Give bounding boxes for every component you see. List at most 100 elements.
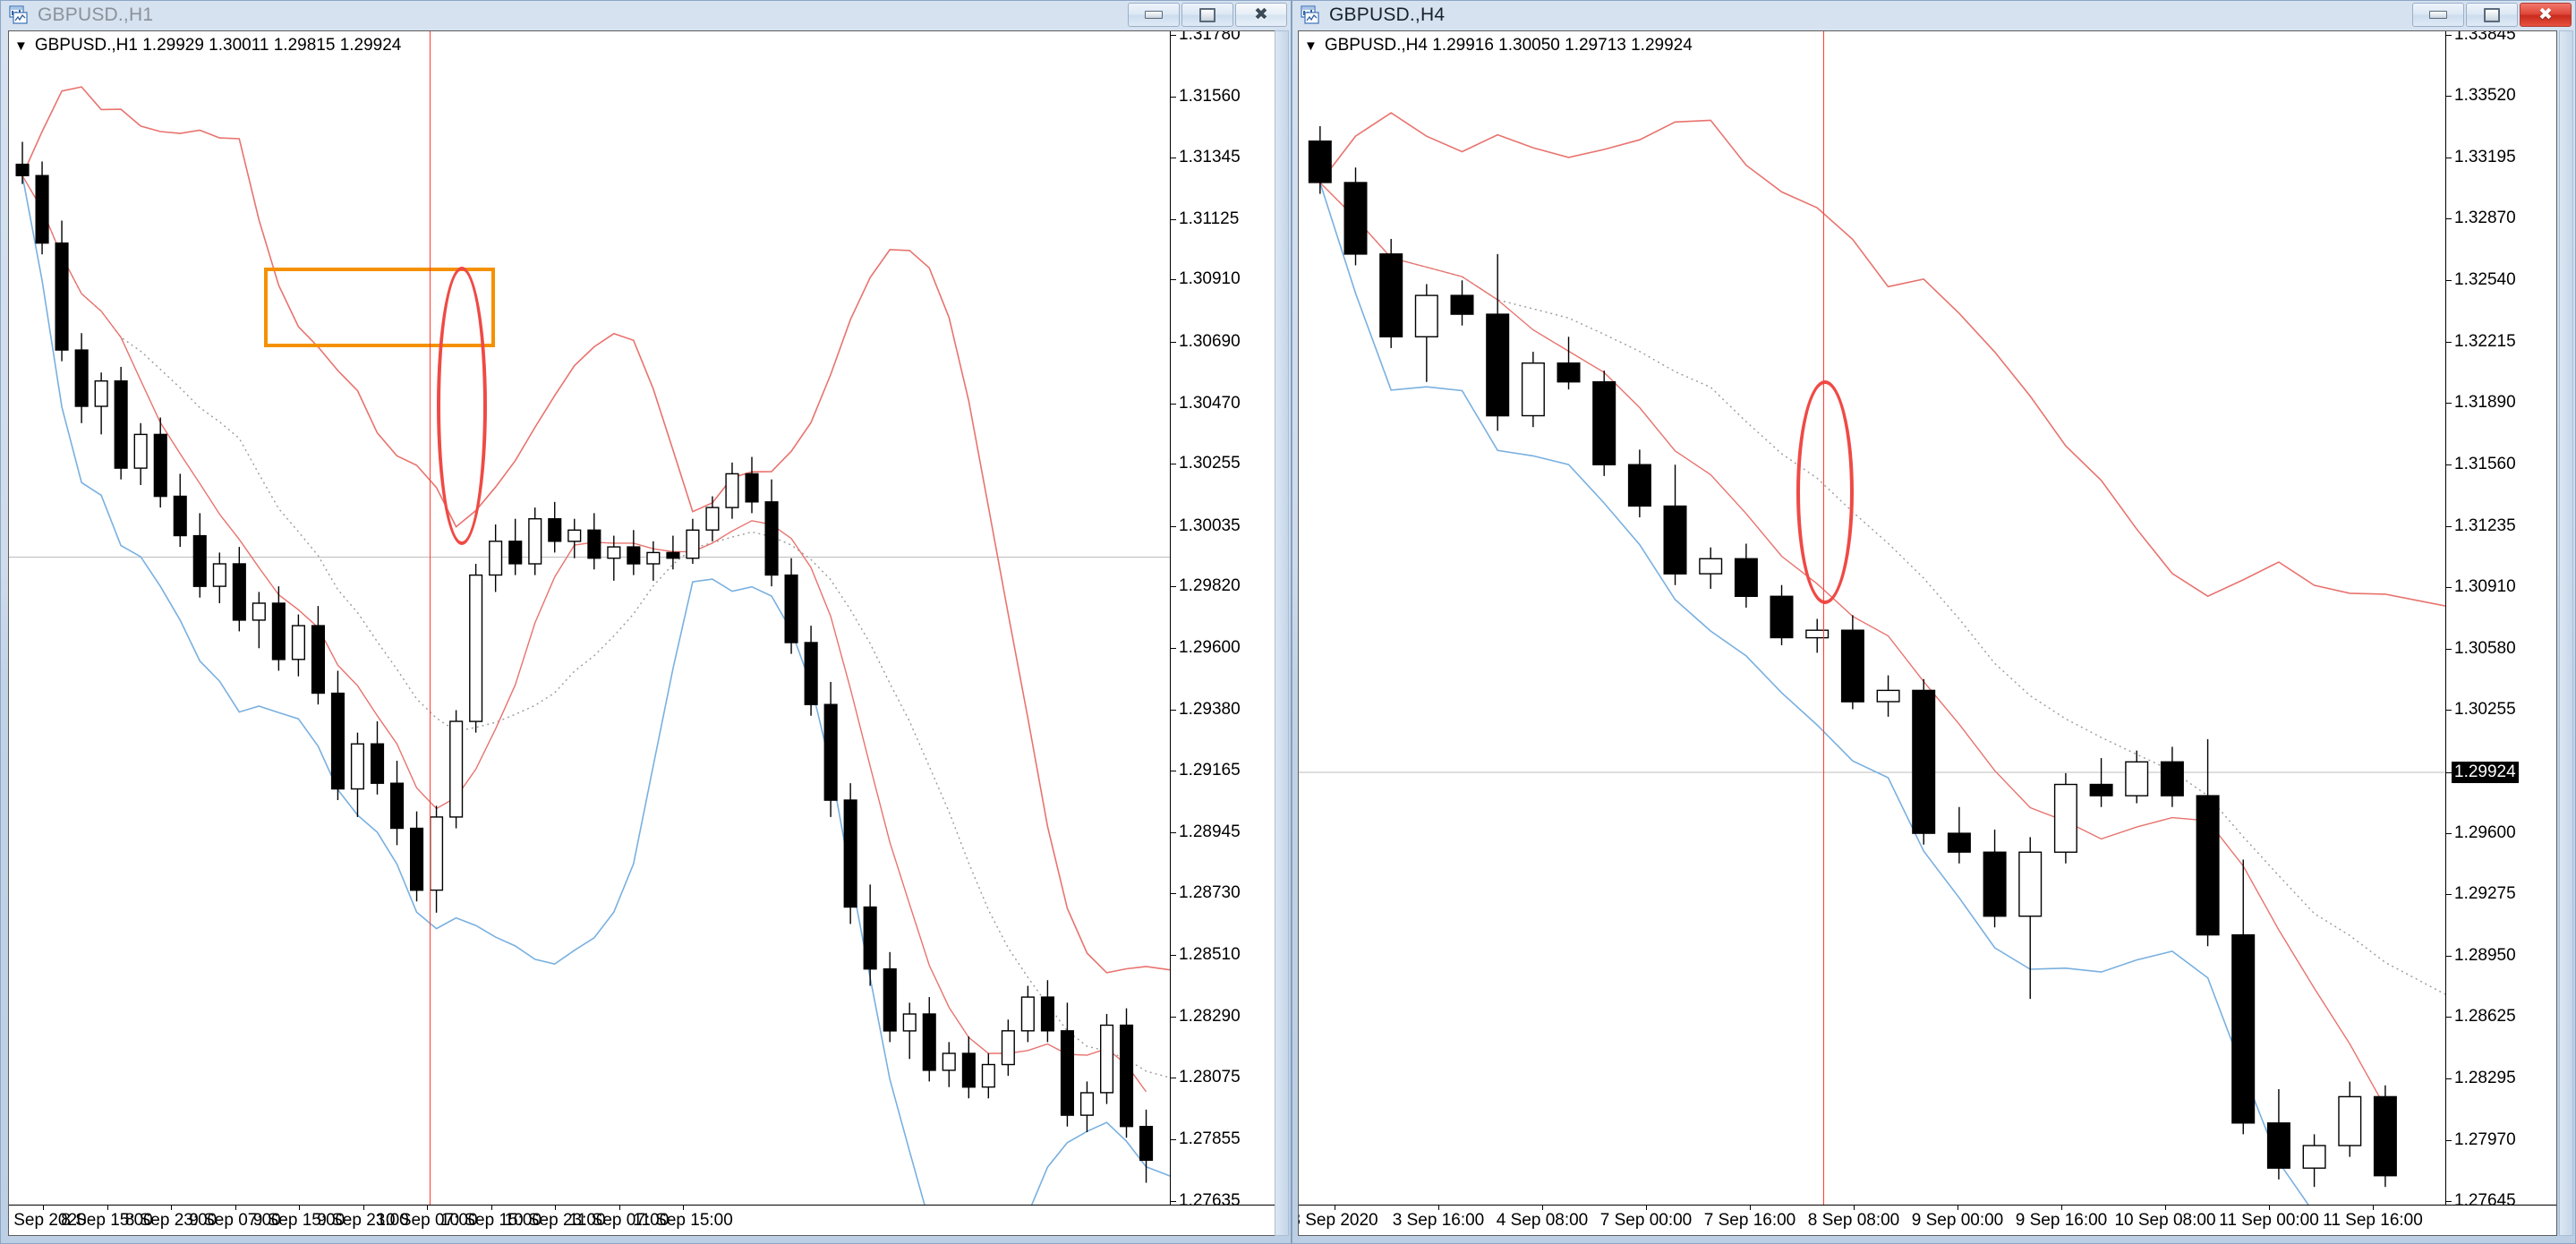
time-axis-label: 10 Sep 08:00 — [2114, 1211, 2216, 1230]
price-axis-label: 1.30580 — [2454, 639, 2516, 659]
plot-area-h1[interactable]: ▼ GBPUSD.,H1 1.29929 1.30011 1.29815 1.2… — [9, 31, 1170, 1205]
price-axis-label: 1.31560 — [2454, 455, 2516, 474]
current-price-label: 1.29924 — [2452, 762, 2519, 784]
price-axis-label: 1.28945 — [1179, 822, 1241, 842]
price-tick — [1171, 586, 1176, 588]
chart-window-icon — [8, 4, 30, 26]
chart-h4[interactable]: ▼ GBPUSD.,H4 1.29916 1.30050 1.29713 1.2… — [1298, 30, 2557, 1236]
maximize-button[interactable] — [1181, 3, 1233, 27]
time-axis-label: 7 Sep 00:00 — [1599, 1211, 1693, 1230]
time-axis-label: 8 Sep 23:00 — [124, 1211, 218, 1230]
price-tick — [2446, 586, 2452, 588]
price-tick — [2446, 402, 2452, 404]
price-axis-label: 1.28290 — [1179, 1007, 1241, 1027]
time-axis-h4[interactable]: 3 Sep 2020 3 Sep 16:00 4 Sep 08:00 7 Sep 00… — [1299, 1205, 2556, 1235]
price-axis-label: 1.29600 — [1179, 638, 1241, 658]
time-axis-h1[interactable]: 8 Sep 2020 8 Sep 15:00 8 Sep 23:00 9 Sep 07… — [9, 1205, 1275, 1235]
price-tick — [2446, 525, 2452, 527]
price-tick — [2446, 710, 2452, 711]
time-tick — [2269, 1205, 2270, 1210]
price-axis-label: 1.30690 — [1179, 331, 1241, 351]
plot-area-h4[interactable]: ▼ GBPUSD.,H4 1.29916 1.30050 1.29713 1.2… — [1299, 31, 2445, 1205]
price-axis-label: 1.31345 — [1179, 147, 1241, 166]
time-axis-label: 10 Sep 15:00 — [439, 1211, 542, 1230]
window-controls-h4[interactable]: ✖ — [2412, 3, 2572, 27]
time-axis-label: 11 Sep 16:00 — [2323, 1211, 2423, 1230]
price-axis-label: 1.33845 — [2454, 30, 2516, 44]
titlebar-h4[interactable]: GBPUSD.,H4 ✖ — [1292, 1, 2575, 30]
price-tick — [1171, 1138, 1176, 1140]
time-tick — [1750, 1205, 1751, 1210]
price-axis-label: 1.32540 — [2454, 270, 2516, 290]
minimize-button[interactable] — [1128, 3, 1180, 27]
chart-h1[interactable]: ▼ GBPUSD.,H1 1.29929 1.30011 1.29815 1.2… — [8, 30, 1276, 1236]
time-tick — [235, 1205, 236, 1210]
chart-window-h1[interactable]: GBPUSD.,H1 ✖ ▼ GBPUSD.,H1 1.29929 1.3001… — [0, 0, 1292, 1244]
price-axis-label: 1.29380 — [1179, 700, 1241, 720]
price-axis-h4[interactable]: 1.33845 1.33520 1.33195 1.32870 1.32540 1.322… — [2445, 30, 2556, 1210]
window-title-h1: GBPUSD.,H1 — [38, 4, 154, 25]
price-axis-h1[interactable]: 1.31780 1.31560 1.31345 1.31125 1.30910 1.306… — [1170, 31, 1275, 1210]
price-tick — [2446, 1201, 2452, 1202]
window-controls-h1[interactable]: ✖ — [1128, 3, 1287, 27]
time-tick — [171, 1205, 172, 1210]
time-axis-label: 9 Sep 16:00 — [2015, 1211, 2108, 1230]
time-tick — [427, 1205, 428, 1210]
annotation-ellipse-breakdown — [437, 267, 487, 545]
price-tick — [1171, 279, 1176, 281]
time-tick — [2373, 1205, 2374, 1210]
price-axis-label: 1.31560 — [1179, 87, 1241, 107]
time-tick — [490, 1205, 492, 1210]
candlestick-svg-h1 — [9, 86, 1170, 1205]
candlestick-svg-h4 — [1299, 112, 2445, 1205]
time-axis-label: 8 Sep 08:00 — [1807, 1211, 1900, 1230]
annotation-vertical-line — [1823, 31, 1824, 1205]
price-axis-label: 1.29600 — [2454, 823, 2516, 843]
annotation-rectangle-consolidation — [264, 268, 495, 347]
time-axis-label: 9 Sep 00:00 — [1911, 1211, 2004, 1230]
close-icon: ✖ — [2538, 4, 2553, 24]
chart-header-h4: GBPUSD.,H4 1.29916 1.30050 1.29713 1.299… — [1324, 36, 1693, 55]
price-axis-label: 1.31125 — [1179, 209, 1240, 228]
close-button[interactable]: ✖ — [1235, 3, 1287, 27]
time-tick — [2165, 1205, 2166, 1210]
chart-menu-arrow-icon[interactable]: ▼ — [1304, 38, 1318, 54]
price-axis-label: 1.30910 — [1179, 269, 1241, 289]
price-tick — [2446, 833, 2452, 835]
price-axis-label: 1.30470 — [1179, 393, 1241, 413]
time-tick — [618, 1205, 620, 1210]
price-tick — [1171, 1201, 1176, 1202]
time-tick — [2061, 1205, 2062, 1210]
time-tick — [1854, 1205, 1855, 1210]
price-axis-label: 1.32870 — [2454, 208, 2516, 227]
time-axis-label: 11 Sep 07:00 — [568, 1211, 670, 1230]
price-axis-label: 1.29165 — [1179, 761, 1241, 780]
time-axis-label: 8 Sep 2020 — [8, 1211, 87, 1230]
chart-header-h1: GBPUSD.,H1 1.29929 1.30011 1.29815 1.299… — [34, 36, 402, 55]
price-tick — [2446, 35, 2452, 36]
price-axis-label: 1.28730 — [1179, 882, 1241, 902]
price-tick — [1171, 35, 1176, 36]
price-tick — [1171, 954, 1176, 956]
time-tick — [1646, 1205, 1647, 1210]
chart-menu-arrow-icon[interactable]: ▼ — [14, 38, 28, 54]
price-tick — [1171, 832, 1176, 834]
titlebar-h1[interactable]: GBPUSD.,H1 ✖ — [1, 1, 1291, 30]
price-axis-label: 1.30910 — [2454, 576, 2516, 596]
chart-window-h4[interactable]: GBPUSD.,H4 ✖ ▼ GBPUSD.,H4 1.29916 1.3005… — [1292, 0, 2576, 1244]
maximize-button[interactable] — [2466, 3, 2518, 27]
price-tick — [1171, 1017, 1176, 1018]
price-tick — [2446, 464, 2452, 466]
price-axis-label: 1.28075 — [1179, 1067, 1241, 1086]
price-axis-label: 1.30255 — [1179, 454, 1241, 473]
time-axis-label: 11 Sep 00:00 — [2219, 1211, 2319, 1230]
minimize-button[interactable] — [2412, 3, 2464, 27]
chart-scrollbar-h4[interactable] — [2559, 30, 2573, 1236]
time-tick — [299, 1205, 300, 1210]
price-axis-label: 1.33195 — [2454, 147, 2516, 166]
price-tick — [1171, 892, 1176, 894]
close-button[interactable]: ✖ — [2520, 3, 2572, 27]
chart-scrollbar-h1[interactable] — [1275, 30, 1289, 1236]
time-axis-label: 9 Sep 23:00 — [317, 1211, 409, 1230]
